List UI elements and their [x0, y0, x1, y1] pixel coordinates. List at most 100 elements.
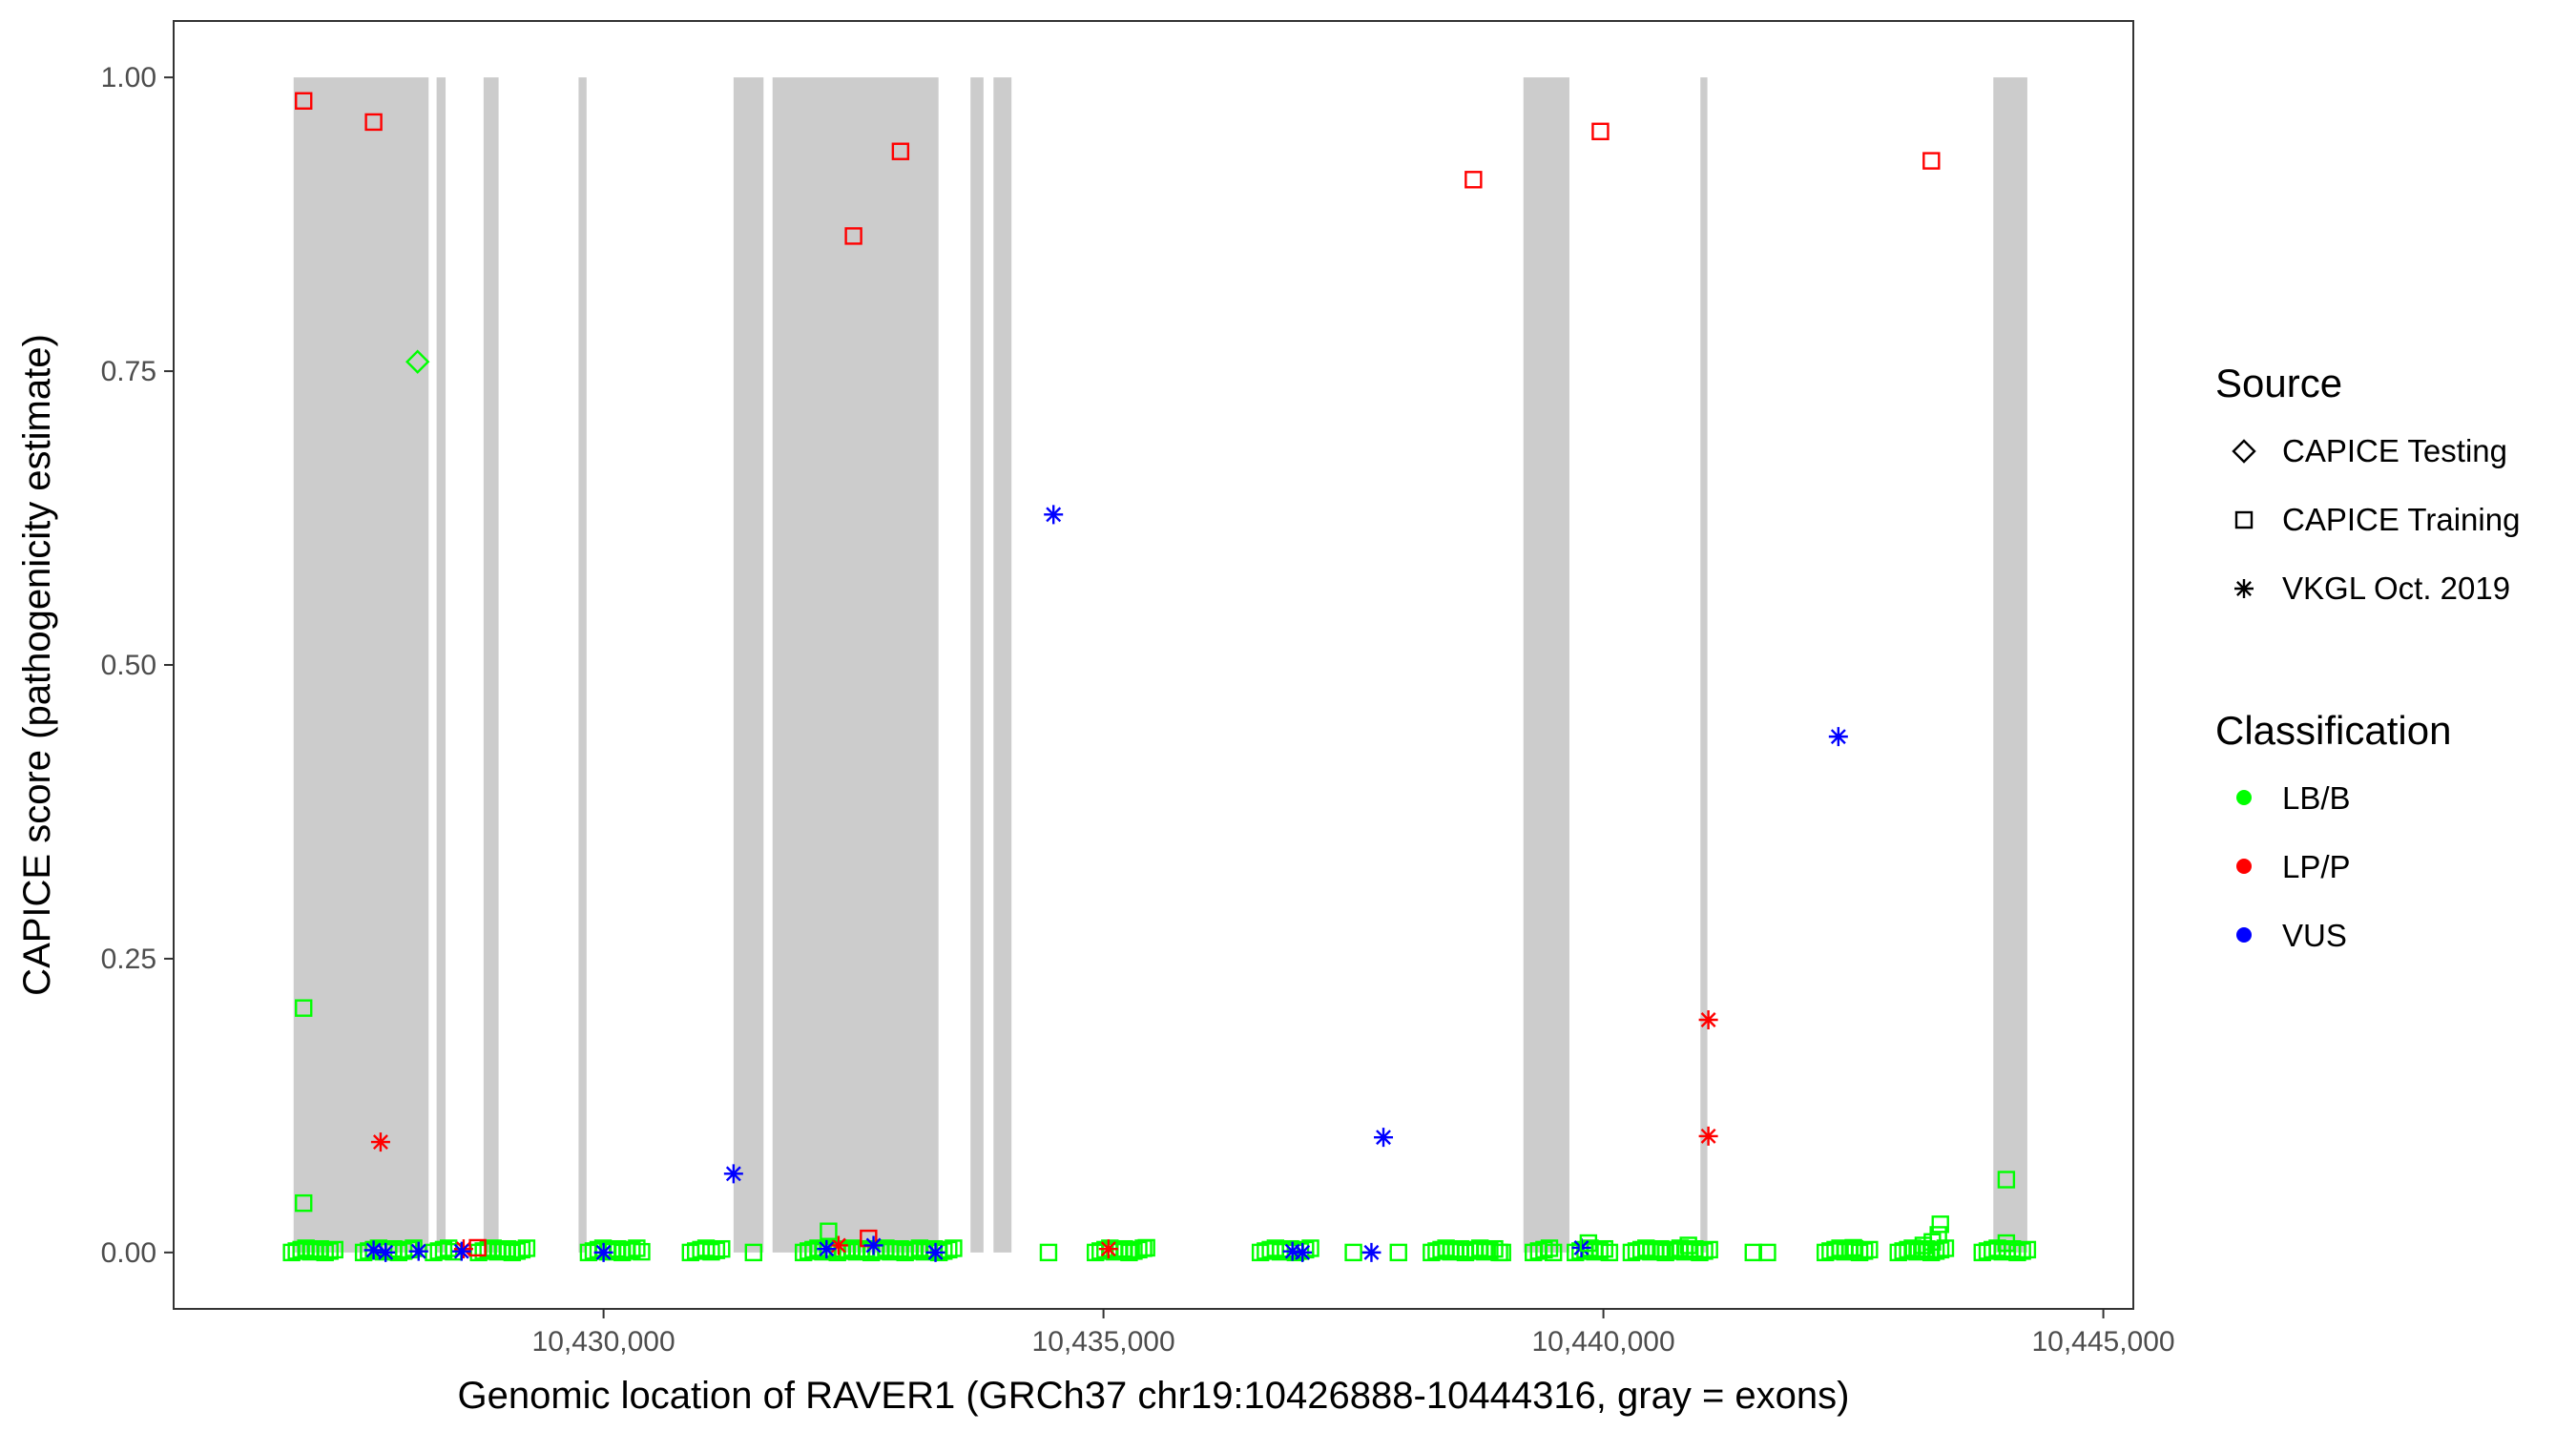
legend-key-asterisk: [2234, 579, 2254, 598]
data-point: [1923, 1233, 1942, 1251]
data-point: [1493, 1243, 1511, 1262]
data-point: [1850, 1243, 1869, 1262]
legend-label-vkgl: VKGL Oct. 2019: [2282, 570, 2510, 606]
exon-band: [578, 77, 587, 1253]
exon-band: [772, 77, 939, 1253]
data-point: [364, 113, 383, 132]
data-point: [2008, 1243, 2026, 1262]
data-point: [623, 1240, 641, 1259]
exon-band: [483, 77, 499, 1253]
data-point: [1481, 1241, 1499, 1259]
data-point: [468, 1238, 487, 1257]
data-point: [1758, 1243, 1776, 1262]
x-tick-label: 10,445,000: [2031, 1326, 2174, 1358]
legend-label-capice-training: CAPICE Training: [2282, 502, 2520, 537]
legend-label-vus: VUS: [2282, 918, 2347, 953]
data-point: [1828, 727, 1848, 747]
data-point: [1931, 1215, 1949, 1234]
data-point: [1844, 1238, 1862, 1257]
data-point: [945, 1239, 963, 1257]
data-point: [517, 1239, 536, 1257]
data-point: [451, 1241, 471, 1261]
data-point: [940, 1240, 958, 1259]
data-point: [1700, 1240, 1718, 1259]
data-point: [707, 1241, 726, 1259]
legend-source-keys: [2232, 439, 2256, 598]
legend-key-dot: [2236, 927, 2252, 943]
legend-key-dot: [2236, 790, 2252, 805]
data-point: [744, 1243, 763, 1262]
data-point: [702, 1242, 720, 1261]
exon-band: [733, 77, 764, 1253]
data-point: [1997, 1234, 2016, 1253]
legend: Source CAPICE Testing CAPICE Training VK…: [2215, 361, 2520, 953]
x-tick-label: 10,440,000: [1532, 1326, 1675, 1358]
data-point: [1535, 1240, 1553, 1259]
data-point: [1579, 1234, 1598, 1253]
data-point: [828, 1235, 848, 1255]
exon-band: [993, 77, 1012, 1253]
data-point: [1039, 1243, 1058, 1262]
exon-bands: [293, 77, 2027, 1253]
legend-key-dot: [2236, 859, 2252, 874]
y-tick-label: 0.25: [101, 944, 156, 975]
data-point: [325, 1240, 343, 1259]
data-point: [1914, 1236, 1933, 1255]
exon-band: [1993, 77, 2027, 1253]
data-point: [1653, 1241, 1672, 1259]
data-point: [376, 1242, 396, 1262]
data-point: [512, 1240, 531, 1259]
data-point: [1903, 1239, 1922, 1257]
data-point: [1125, 1242, 1143, 1260]
plot-panel: [174, 21, 2133, 1309]
data-point: [405, 349, 430, 374]
exon-band: [436, 77, 447, 1253]
data-point: [1465, 171, 1483, 189]
y-tick-label: 0.00: [101, 1237, 156, 1269]
legend-label-lpp: LP/P: [2282, 849, 2351, 884]
data-point: [863, 1235, 883, 1255]
legend-key-square: [2234, 510, 2254, 529]
legend-label-capice-testing: CAPICE Testing: [2282, 433, 2507, 468]
legend-label-lbb: LB/B: [2282, 780, 2351, 816]
exon-band: [293, 77, 429, 1253]
data-point: [1098, 1239, 1118, 1259]
data-point: [723, 1164, 743, 1184]
exon-band: [1523, 77, 1569, 1253]
data-point: [1591, 122, 1610, 140]
data-point: [364, 1240, 384, 1260]
data-point: [1297, 1240, 1315, 1259]
data-point: [408, 1241, 428, 1261]
data-point: [1374, 1128, 1394, 1148]
data-point: [1908, 1242, 1926, 1261]
x-axis-title: Genomic location of RAVER1 (GRCh37 chr19…: [457, 1375, 1849, 1417]
data-point: [891, 142, 910, 160]
data-point: [1282, 1241, 1302, 1261]
data-point: [1540, 1239, 1559, 1257]
data-point: [1600, 1243, 1619, 1262]
exon-band: [1700, 77, 1708, 1253]
data-point: [713, 1239, 731, 1258]
data-point: [295, 999, 313, 1017]
data-point: [1856, 1242, 1874, 1260]
data-point: [1698, 1009, 1718, 1029]
data-point: [1698, 1126, 1718, 1146]
data-point: [1744, 1243, 1762, 1262]
data-point: [628, 1239, 646, 1257]
data-point: [1679, 1236, 1697, 1255]
data-point: [1894, 1242, 1912, 1260]
data-points: [282, 92, 2037, 1262]
data-point: [2018, 1240, 2037, 1259]
data-point: [844, 227, 862, 245]
data-point: [295, 1193, 313, 1213]
data-point: [1344, 1243, 1362, 1262]
data-point: [1293, 1242, 1313, 1262]
data-point: [1137, 1238, 1155, 1257]
data-point: [508, 1242, 527, 1260]
data-point: [593, 1242, 613, 1262]
x-axis: 10,430,000 10,435,000 10,440,000 10,445,000: [532, 1309, 2175, 1358]
legend-classification-keys: [2236, 790, 2252, 943]
y-tick-label: 0.75: [101, 356, 156, 387]
y-tick-label: 1.00: [101, 62, 156, 93]
x-tick-label: 10,430,000: [532, 1326, 675, 1358]
